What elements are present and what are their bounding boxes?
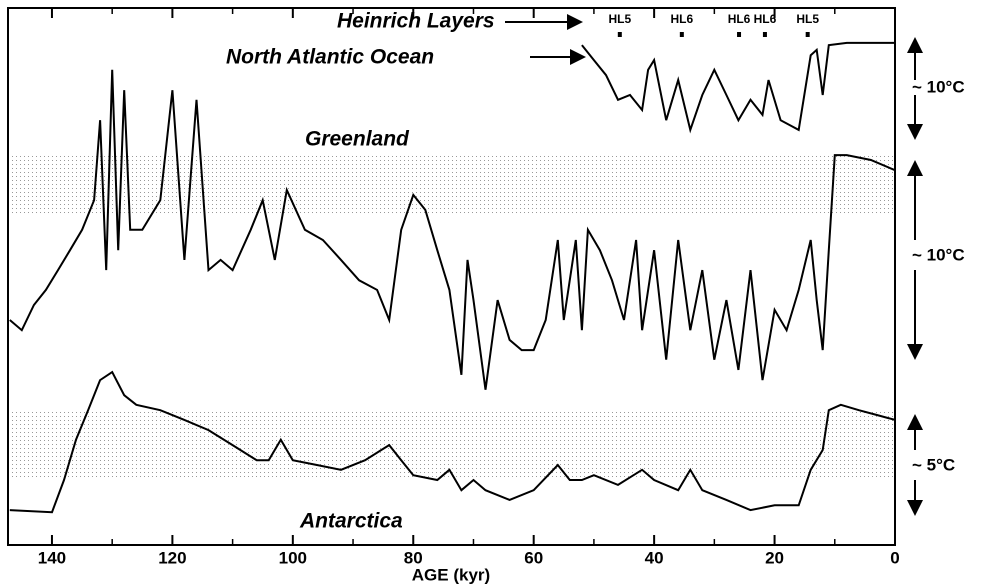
heinrich-layer-label: HL6: [670, 12, 693, 26]
plot-frame: [7, 7, 896, 546]
heinrich-layer-label: HL5: [796, 12, 819, 26]
heinrich-layer-label: HL6: [754, 12, 777, 26]
x-tick-label: 120: [158, 548, 186, 567]
scale-label: ~ 10°C: [912, 77, 965, 96]
heinrich-layer-label: HL6: [728, 12, 751, 26]
heinrich-layer-mark: [617, 32, 622, 37]
shade-band: [8, 410, 895, 480]
x-tick-label: 20: [765, 548, 784, 567]
data-line: [9, 69, 896, 390]
antarctica-label: Antarctica: [299, 510, 403, 533]
x-tick-label: 40: [645, 548, 664, 567]
x-tick-label: 80: [404, 548, 423, 567]
scale-label: ~ 5°C: [912, 455, 955, 474]
north-atlantic-label: North Atlantic Ocean: [226, 46, 434, 69]
data-line: [9, 370, 896, 514]
heinrich-layer-mark: [805, 32, 810, 37]
heinrich-layer-mark: [737, 32, 742, 37]
heinrich-layer-mark: [762, 32, 767, 37]
heinrich-layer-label: HL5: [608, 12, 631, 26]
heinrich-label: Heinrich Layers: [337, 10, 495, 33]
heinrich-layer-mark: [679, 32, 684, 37]
x-tick-label: 0: [890, 548, 899, 567]
greenland-label: Greenland: [305, 128, 410, 151]
data-line: [581, 41, 895, 134]
x-tick-label: 140: [38, 548, 66, 567]
shade-band: [8, 155, 895, 215]
scale-label: ~ 10°C: [912, 245, 965, 264]
x-tick-label: 100: [279, 548, 307, 567]
x-axis-label: AGE (kyr): [412, 565, 490, 584]
x-tick-label: 60: [524, 548, 543, 567]
